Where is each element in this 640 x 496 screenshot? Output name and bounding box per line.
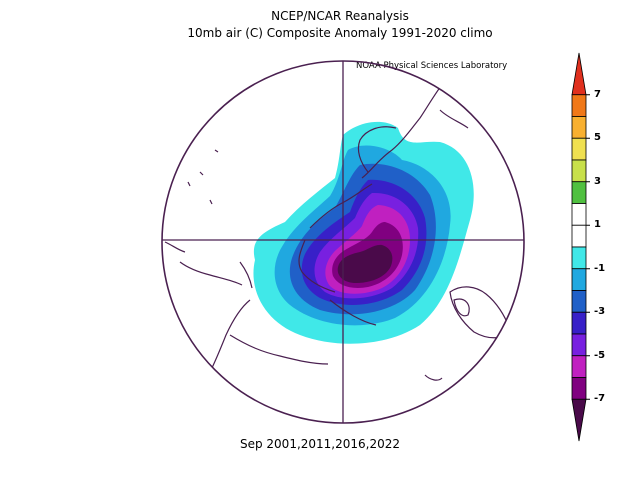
colorbar-tick-label: -1 — [594, 262, 606, 274]
colorbar-segment — [571, 398, 587, 442]
colorbar-segment — [571, 159, 587, 183]
colorbar-segment — [571, 311, 587, 335]
colorbar-segment — [571, 268, 587, 291]
colorbar-segment — [571, 116, 587, 139]
colorbar-segment — [571, 377, 587, 400]
colorbar-segment — [571, 181, 587, 204]
colorbar-tick-label: 1 — [594, 219, 601, 231]
colorbar-segment — [571, 94, 587, 117]
colorbar-segment — [571, 246, 587, 270]
chart-subtitle: 10mb air (C) Composite Anomaly 1991-2020… — [187, 26, 493, 40]
colorbar-segment — [571, 52, 587, 96]
colorbar-segment — [571, 203, 587, 226]
credit-label: NOAA Physical Sciences Laboratory — [356, 61, 508, 71]
colorbar-segment — [571, 290, 587, 313]
chart-title: NCEP/NCAR Reanalysis — [271, 9, 409, 23]
colorbar-tick-label: 5 — [594, 132, 601, 144]
colorbar-segment — [571, 137, 587, 161]
colorbar-tick-label: 3 — [594, 175, 601, 187]
colorbar-tick-label: -3 — [594, 306, 606, 318]
colorbar-tick-label: -7 — [594, 393, 606, 405]
map-boundary — [161, 60, 525, 424]
colorbar-segment — [571, 355, 587, 378]
anomaly-contour-8 — [337, 244, 393, 283]
colorbar-segment — [571, 224, 587, 248]
colorbar-tick-label: 7 — [594, 88, 601, 100]
date-list: Sep 2001,2011,2016,2022 — [239, 437, 401, 451]
colorbar-segment — [571, 333, 587, 357]
colorbar-tick-label: -5 — [594, 349, 606, 361]
